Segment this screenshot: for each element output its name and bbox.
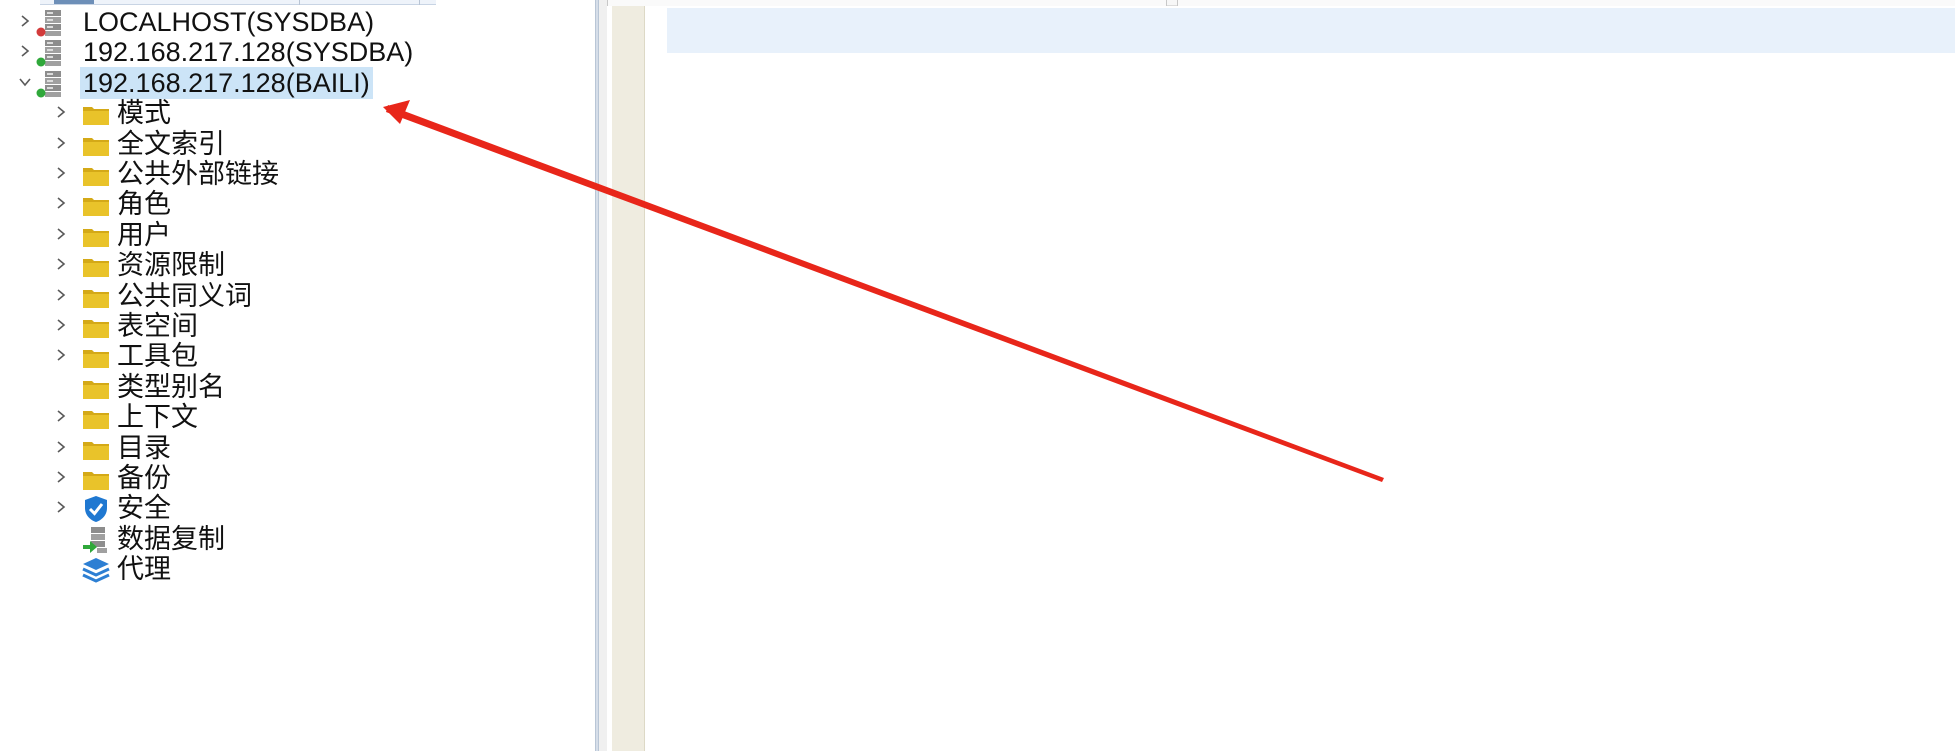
chevron-right-icon[interactable]	[54, 409, 68, 423]
tree-child-node[interactable]: 资源限制	[0, 246, 590, 282]
tree-panel-tab-edge[interactable]	[300, 0, 420, 5]
folder-icon	[81, 130, 111, 160]
tree-connection-node[interactable]: 192.168.217.128(BAILI)	[0, 64, 590, 100]
tree-panel-tab-edge[interactable]	[180, 0, 300, 5]
chevron-right-icon[interactable]	[54, 257, 68, 271]
chevron-right-icon[interactable]	[54, 227, 68, 241]
tree-node-label[interactable]: LOCALHOST(SYSDBA)	[83, 7, 375, 37]
editor-line-gutter	[612, 6, 645, 751]
chevron-right-icon[interactable]	[54, 348, 68, 362]
folder-icon	[81, 251, 111, 281]
tree-child-node[interactable]: 模式	[0, 94, 590, 130]
chevron-right-icon[interactable]	[54, 166, 68, 180]
tree-child-node[interactable]: 公共外部链接	[0, 155, 590, 191]
folder-icon	[81, 464, 111, 494]
tree-child-node[interactable]: 类型别名	[0, 368, 590, 404]
tree-panel-active-tab-edge[interactable]	[54, 0, 94, 4]
tree-node-label[interactable]: 表空间	[117, 311, 198, 341]
tree-node-label[interactable]: 工具包	[117, 341, 198, 372]
tree-node-label[interactable]: 用户	[117, 219, 171, 250]
tree-child-node[interactable]: 工具包	[0, 337, 590, 373]
tree-node-label[interactable]: 备份	[117, 463, 171, 493]
chevron-right-icon[interactable]	[54, 470, 68, 484]
sql-editor[interactable]	[607, 0, 1955, 751]
tree-child-node[interactable]: 角色	[0, 185, 590, 221]
tree-node-label[interactable]: 数据复制	[117, 523, 225, 554]
chevron-right-icon[interactable]	[54, 105, 68, 119]
tree-child-node[interactable]: 全文索引	[0, 125, 590, 161]
tree-connection-node[interactable]: LOCALHOST(SYSDBA)	[0, 3, 590, 39]
tree-node-label[interactable]: 上下文	[117, 402, 198, 433]
database-server-icon	[35, 38, 65, 68]
tree-connection-node[interactable]: 192.168.217.128(SYSDBA)	[0, 33, 590, 69]
tree-child-node[interactable]: 公共同义词	[0, 277, 590, 313]
folder-icon	[81, 282, 111, 312]
tree-node-label[interactable]: 全文索引	[117, 128, 225, 159]
tree-child-node[interactable]: 安全	[0, 489, 590, 525]
tree-child-node[interactable]: 目录	[0, 429, 590, 465]
folder-icon	[81, 373, 111, 403]
tree-node-label[interactable]: 公共同义词	[117, 280, 252, 311]
chevron-down-icon[interactable]	[18, 75, 32, 89]
tree-child-node[interactable]: 代理	[0, 550, 590, 586]
tree-child-node[interactable]: 上下文	[0, 398, 590, 434]
chevron-right-icon[interactable]	[18, 14, 32, 28]
tree-node-label[interactable]: 模式	[117, 98, 171, 129]
folder-icon	[81, 312, 111, 342]
editor-current-line-highlight[interactable]	[667, 8, 1955, 53]
folder-icon	[81, 160, 111, 190]
folder-icon	[81, 403, 111, 433]
chevron-right-icon[interactable]	[54, 440, 68, 454]
tree-node-label[interactable]: 代理	[117, 554, 171, 585]
folder-icon	[81, 221, 111, 251]
tree-node-label[interactable]: 公共外部链接	[117, 159, 279, 189]
tree-node-label[interactable]: 192.168.217.128(BAILI)	[80, 66, 373, 99]
editor-tab-strip	[607, 0, 1955, 6]
editor-tab-edge[interactable]	[1177, 0, 1955, 6]
folder-icon	[81, 342, 111, 372]
tree-child-node[interactable]: 表空间	[0, 307, 590, 343]
folder-icon	[81, 99, 111, 129]
tree-node-label[interactable]: 角色	[117, 189, 171, 220]
folder-icon	[81, 434, 111, 464]
object-tree-panel: LOCALHOST(SYSDBA) 192.168.217.128(SYSDBA)…	[0, 0, 600, 751]
shield-icon	[81, 494, 111, 524]
chevron-right-icon[interactable]	[54, 288, 68, 302]
database-server-icon	[35, 8, 65, 38]
replication-icon	[81, 525, 111, 555]
tree-child-node[interactable]: 用户	[0, 216, 590, 252]
layers-icon	[81, 555, 111, 585]
tree-child-node[interactable]: 备份	[0, 459, 590, 495]
chevron-right-icon[interactable]	[54, 136, 68, 150]
panel-splitter[interactable]	[599, 0, 607, 751]
database-server-icon	[35, 69, 65, 99]
chevron-right-icon[interactable]	[54, 318, 68, 332]
tree-node-label[interactable]: 192.168.217.128(SYSDBA)	[83, 37, 414, 68]
tree-child-node[interactable]: 数据复制	[0, 520, 590, 556]
chevron-right-icon[interactable]	[54, 500, 68, 514]
editor-tab-edge[interactable]	[607, 0, 1167, 6]
tree-node-label[interactable]: 安全	[117, 493, 171, 524]
chevron-right-icon[interactable]	[18, 44, 32, 58]
folder-icon	[81, 190, 111, 220]
tree-node-label[interactable]: 目录	[117, 432, 171, 463]
chevron-right-icon[interactable]	[54, 196, 68, 210]
tree-node-label[interactable]: 类型别名	[117, 371, 225, 402]
tree-panel-tab-strip	[40, 0, 436, 5]
tree-node-label[interactable]: 资源限制	[117, 250, 225, 281]
